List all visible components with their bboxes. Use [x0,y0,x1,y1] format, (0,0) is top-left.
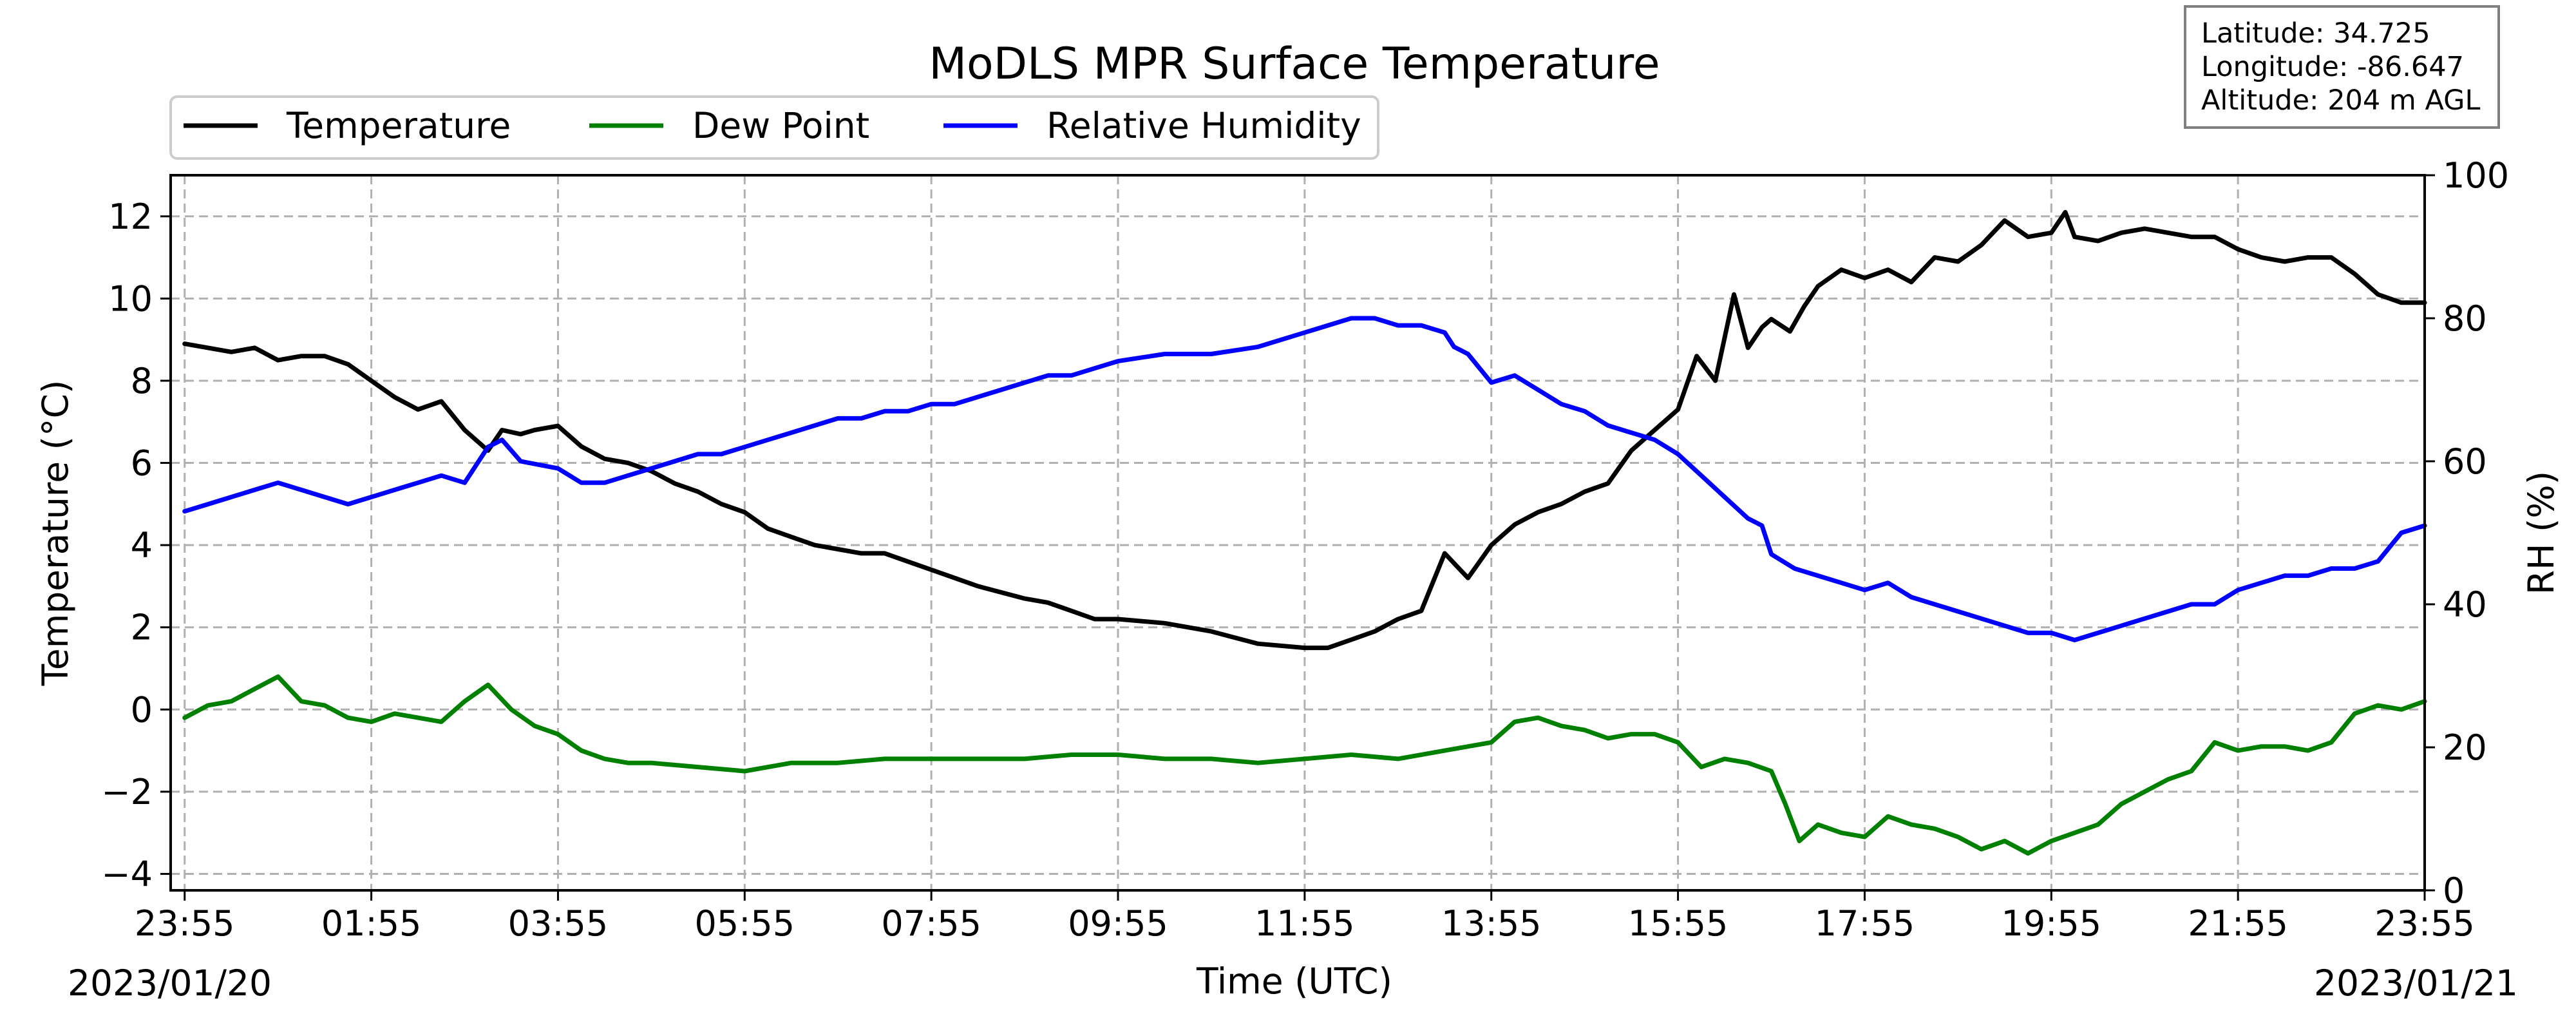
x-axis-label: Time (UTC) [1196,961,1392,1002]
altitude-text: Altitude: 204 m AGL [2201,84,2480,117]
legend-box [169,95,1379,160]
x-tick-label: 19:55 [2001,903,2101,944]
x-tick-label: 17:55 [1815,903,1915,944]
info-box-frame [2184,5,2500,129]
series-line-relative-humidity [182,316,2427,642]
y-axis-label: Temperature (°C) [35,380,76,687]
x-tick-label: 11:55 [1255,903,1355,944]
x-tick-label: 01:55 [321,903,422,944]
y2-tick-label: 0 [2443,870,2465,911]
longitude-text: Longitude: -86.647 [2201,51,2464,83]
y2-tick-label: 20 [2443,727,2487,768]
legend: Temperature Dew Point Relative Humidity [169,95,1379,160]
plot-area-frame [169,174,2426,892]
grid-layer [171,175,2426,890]
x-tick-label: 03:55 [508,903,609,944]
chart-title: MoDLS MPR Surface Temperature [929,39,1660,90]
legend-label-relative-humidity: Relative Humidity [1046,105,1361,146]
x-tick-label: 21:55 [2188,903,2288,944]
latitude-text: Latitude: 34.725 [2201,17,2430,50]
x-tick-label: 07:55 [881,903,981,944]
y-tick-label: 2 [131,608,153,648]
x-tick-label: 15:55 [1628,903,1728,944]
y-tick-label: 6 [131,443,153,484]
y-tick-label: −4 [101,854,153,894]
x-tick-label: 05:55 [694,903,795,944]
end-date-label: 2023/01/21 [2314,962,2518,1004]
y2-tick-label: 100 [2443,155,2509,196]
y2-axis-ticks: 0 20 40 60 80 100 [2425,155,2509,911]
x-tick-label: 13:55 [1441,903,1542,944]
y-tick-label: 12 [108,196,153,237]
y-tick-label: 4 [131,525,153,566]
y-tick-label: 0 [131,689,153,730]
series-line-temperature [182,209,2427,651]
legend-label-dew-point: Dew Point [692,105,869,146]
y-tick-label: 8 [131,361,153,401]
y-tick-label: 10 [108,278,153,319]
x-tick-label: 23:55 [135,903,235,944]
x-tick-label: 09:55 [1068,903,1168,944]
station-info-box: Latitude: 34.725 Longitude: -86.647 Alti… [2184,5,2500,129]
x-tick-label: 23:55 [2374,903,2475,944]
legend-label-temperature: Temperature [286,105,511,146]
y2-tick-label: 60 [2443,441,2487,482]
series-line-dew-point [182,674,2427,856]
y2-axis-label: RH (%) [2521,471,2562,595]
series-layer [182,209,2427,856]
y2-tick-label: 80 [2443,298,2487,339]
y2-tick-label: 40 [2443,584,2487,625]
y-axis-ticks: −4 −2 0 2 4 6 8 10 12 [101,196,171,894]
y-tick-label: −2 [101,772,153,812]
x-axis-ticks: 23:55 01:55 03:55 05:55 07:55 09:55 11:55 13:55… [135,890,2475,944]
start-date-label: 2023/01/20 [68,962,272,1004]
